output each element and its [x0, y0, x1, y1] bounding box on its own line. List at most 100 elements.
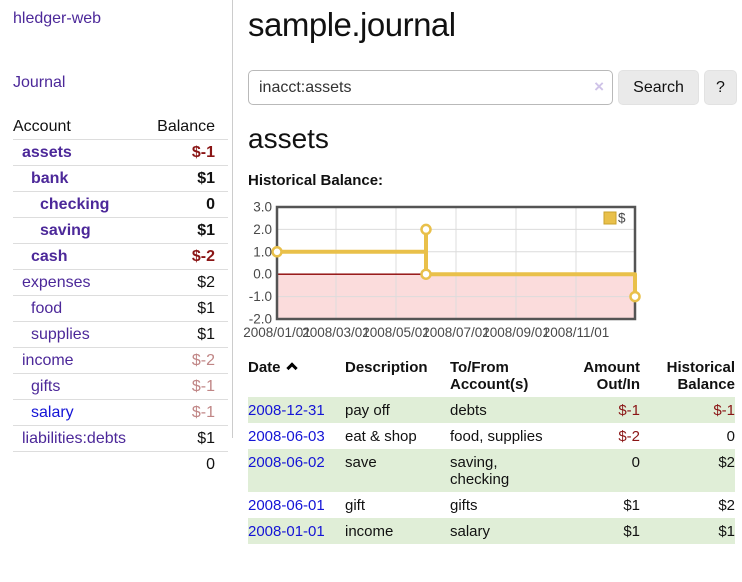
account-heading: assets [248, 123, 329, 154]
account-row-salary: salary $-1 [13, 399, 228, 426]
legend-label: $ [618, 211, 626, 226]
account-balance: $-1 [145, 373, 228, 400]
help-button[interactable]: ? [704, 70, 737, 105]
accounts-col-account: Account [13, 114, 146, 140]
accounts-col-balance: Balance [145, 114, 228, 140]
account-link[interactable]: cash [31, 247, 68, 265]
y-axis-ticks: 3.0 2.0 1.0 0.0 -1.0 -2.0 [249, 200, 272, 327]
page-title: sample.journal [248, 6, 456, 43]
txn-description: income [345, 518, 450, 544]
txn-amount: $1 [558, 518, 640, 544]
txn-balance: $2 [640, 449, 735, 492]
account-row-checking: checking 0 [13, 191, 228, 218]
txn-amount: $1 [623, 496, 640, 514]
svg-text:3.0: 3.0 [253, 200, 272, 215]
register-table: Date Description To/From Account(s) Amou… [248, 355, 735, 544]
account-link[interactable]: checking [40, 195, 110, 213]
account-row-expenses: expenses $2 [13, 269, 228, 296]
txn-date-link[interactable]: 2008-12-31 [248, 401, 325, 419]
chart-svg: $ 3.0 2.0 1.0 0.0 -1.0 -2.0 2008/01/01 2… [243, 200, 641, 340]
svg-text:2008/07/01: 2008/07/01 [422, 325, 490, 340]
register-header-row: Date Description To/From Account(s) Amou… [248, 355, 735, 397]
account-link[interactable]: expenses [22, 273, 91, 291]
register-row: 2008-06-03 eat & shop food, supplies $-2… [248, 423, 735, 449]
account-link[interactable]: food [31, 299, 63, 317]
clear-search-icon[interactable]: × [594, 77, 604, 96]
account-link[interactable]: salary [31, 403, 74, 421]
chart-title: Historical Balance: [248, 172, 384, 189]
col-description: Description [345, 359, 428, 376]
main-content: sample.journal × Search ? assets Histori… [233, 0, 742, 544]
account-balance: $1 [145, 425, 228, 452]
register-row: 2008-01-01 income salary $1 $1 [248, 518, 735, 544]
txn-accounts: gifts [450, 496, 478, 514]
account-link[interactable]: bank [31, 169, 69, 187]
account-link[interactable]: income [22, 351, 74, 369]
col-balance: Historical Balance [666, 359, 735, 393]
register-row: 2008-12-31 pay off debts $-1 $-1 [248, 397, 735, 423]
search-input[interactable] [248, 70, 613, 105]
txn-balance: $2 [718, 496, 735, 514]
account-row-cash: cash $-2 [13, 243, 228, 270]
svg-text:2008/09/01: 2008/09/01 [482, 325, 550, 340]
txn-description: gift [345, 496, 366, 514]
col-amount: Amount Out/In [583, 359, 640, 393]
accounts-table: Account Balance assets $-1 bank $1 check… [13, 114, 228, 477]
account-row-gifts: gifts $-1 [13, 373, 228, 400]
account-row-income: income $-2 [13, 347, 228, 374]
account-row-food: food $1 [13, 295, 228, 322]
account-balance: $-1 [145, 139, 228, 166]
txn-date-link[interactable]: 2008-01-01 [248, 522, 325, 540]
plot-border [275, 205, 637, 321]
account-link[interactable]: assets [22, 143, 72, 161]
account-link[interactable]: gifts [31, 377, 61, 395]
register-row: 2008-06-01 gift gifts $1 $2 [248, 492, 735, 518]
col-accounts: To/From Account(s) [450, 359, 529, 393]
txn-description: save [345, 449, 450, 492]
txn-accounts: salary [450, 518, 558, 544]
legend-swatch [603, 211, 617, 225]
account-balance: $-2 [145, 243, 228, 270]
txn-amount: 0 [558, 449, 640, 492]
x-axis-ticks: 2008/01/01 2008/03/01 2008/05/01 2008/07… [243, 325, 609, 340]
balance-series-line [277, 227, 637, 297]
svg-text:-1.0: -1.0 [249, 289, 272, 304]
svg-text:0.0: 0.0 [253, 267, 272, 282]
svg-text:-2.0: -2.0 [249, 312, 272, 327]
svg-text:1.0: 1.0 [253, 244, 272, 259]
txn-description: eat & shop [345, 427, 417, 445]
account-balance: $-1 [145, 399, 228, 426]
account-balance: $1 [145, 321, 228, 348]
txn-accounts: saving, checking [450, 449, 558, 492]
account-balance: $1 [145, 217, 228, 244]
historical-balance-chart: $ 3.0 2.0 1.0 0.0 -1.0 -2.0 2008/01/01 2… [243, 200, 740, 342]
account-balance: $-2 [145, 347, 228, 374]
account-link[interactable]: supplies [31, 325, 90, 343]
register-row: 2008-06-02 save saving, checking 0 $2 [248, 449, 735, 492]
sort-asc-icon [285, 362, 298, 374]
brand-link[interactable]: hledger-web [13, 10, 102, 27]
account-balance: 0 [145, 191, 228, 218]
svg-text:2008/05/01: 2008/05/01 [362, 325, 430, 340]
txn-date-link[interactable]: 2008-06-03 [248, 427, 325, 445]
col-date[interactable]: Date [248, 355, 345, 397]
txn-date-link[interactable]: 2008-06-01 [248, 496, 325, 514]
account-row-bank: bank $1 [13, 165, 228, 192]
txn-balance: $-1 [640, 397, 735, 423]
data-point-markers [271, 223, 641, 303]
search-button[interactable]: Search [618, 70, 699, 105]
svg-text:2008/03/01: 2008/03/01 [302, 325, 370, 340]
search-bar: × Search ? [248, 70, 740, 105]
txn-accounts: food, supplies [450, 427, 543, 445]
account-link[interactable]: liabilities:debts [22, 429, 127, 447]
txn-amount: $-1 [558, 397, 640, 423]
sidebar-item-journal[interactable]: Journal [13, 74, 66, 91]
account-link[interactable]: saving [40, 221, 91, 239]
accounts-header-row: Account Balance [13, 114, 228, 140]
account-row-supplies: supplies $1 [13, 321, 228, 348]
txn-description: pay off [345, 397, 450, 423]
account-row-assets: assets $-1 [13, 139, 228, 166]
txn-accounts: debts [450, 397, 558, 423]
txn-date-link[interactable]: 2008-06-02 [248, 453, 325, 471]
svg-text:2.0: 2.0 [253, 222, 272, 237]
